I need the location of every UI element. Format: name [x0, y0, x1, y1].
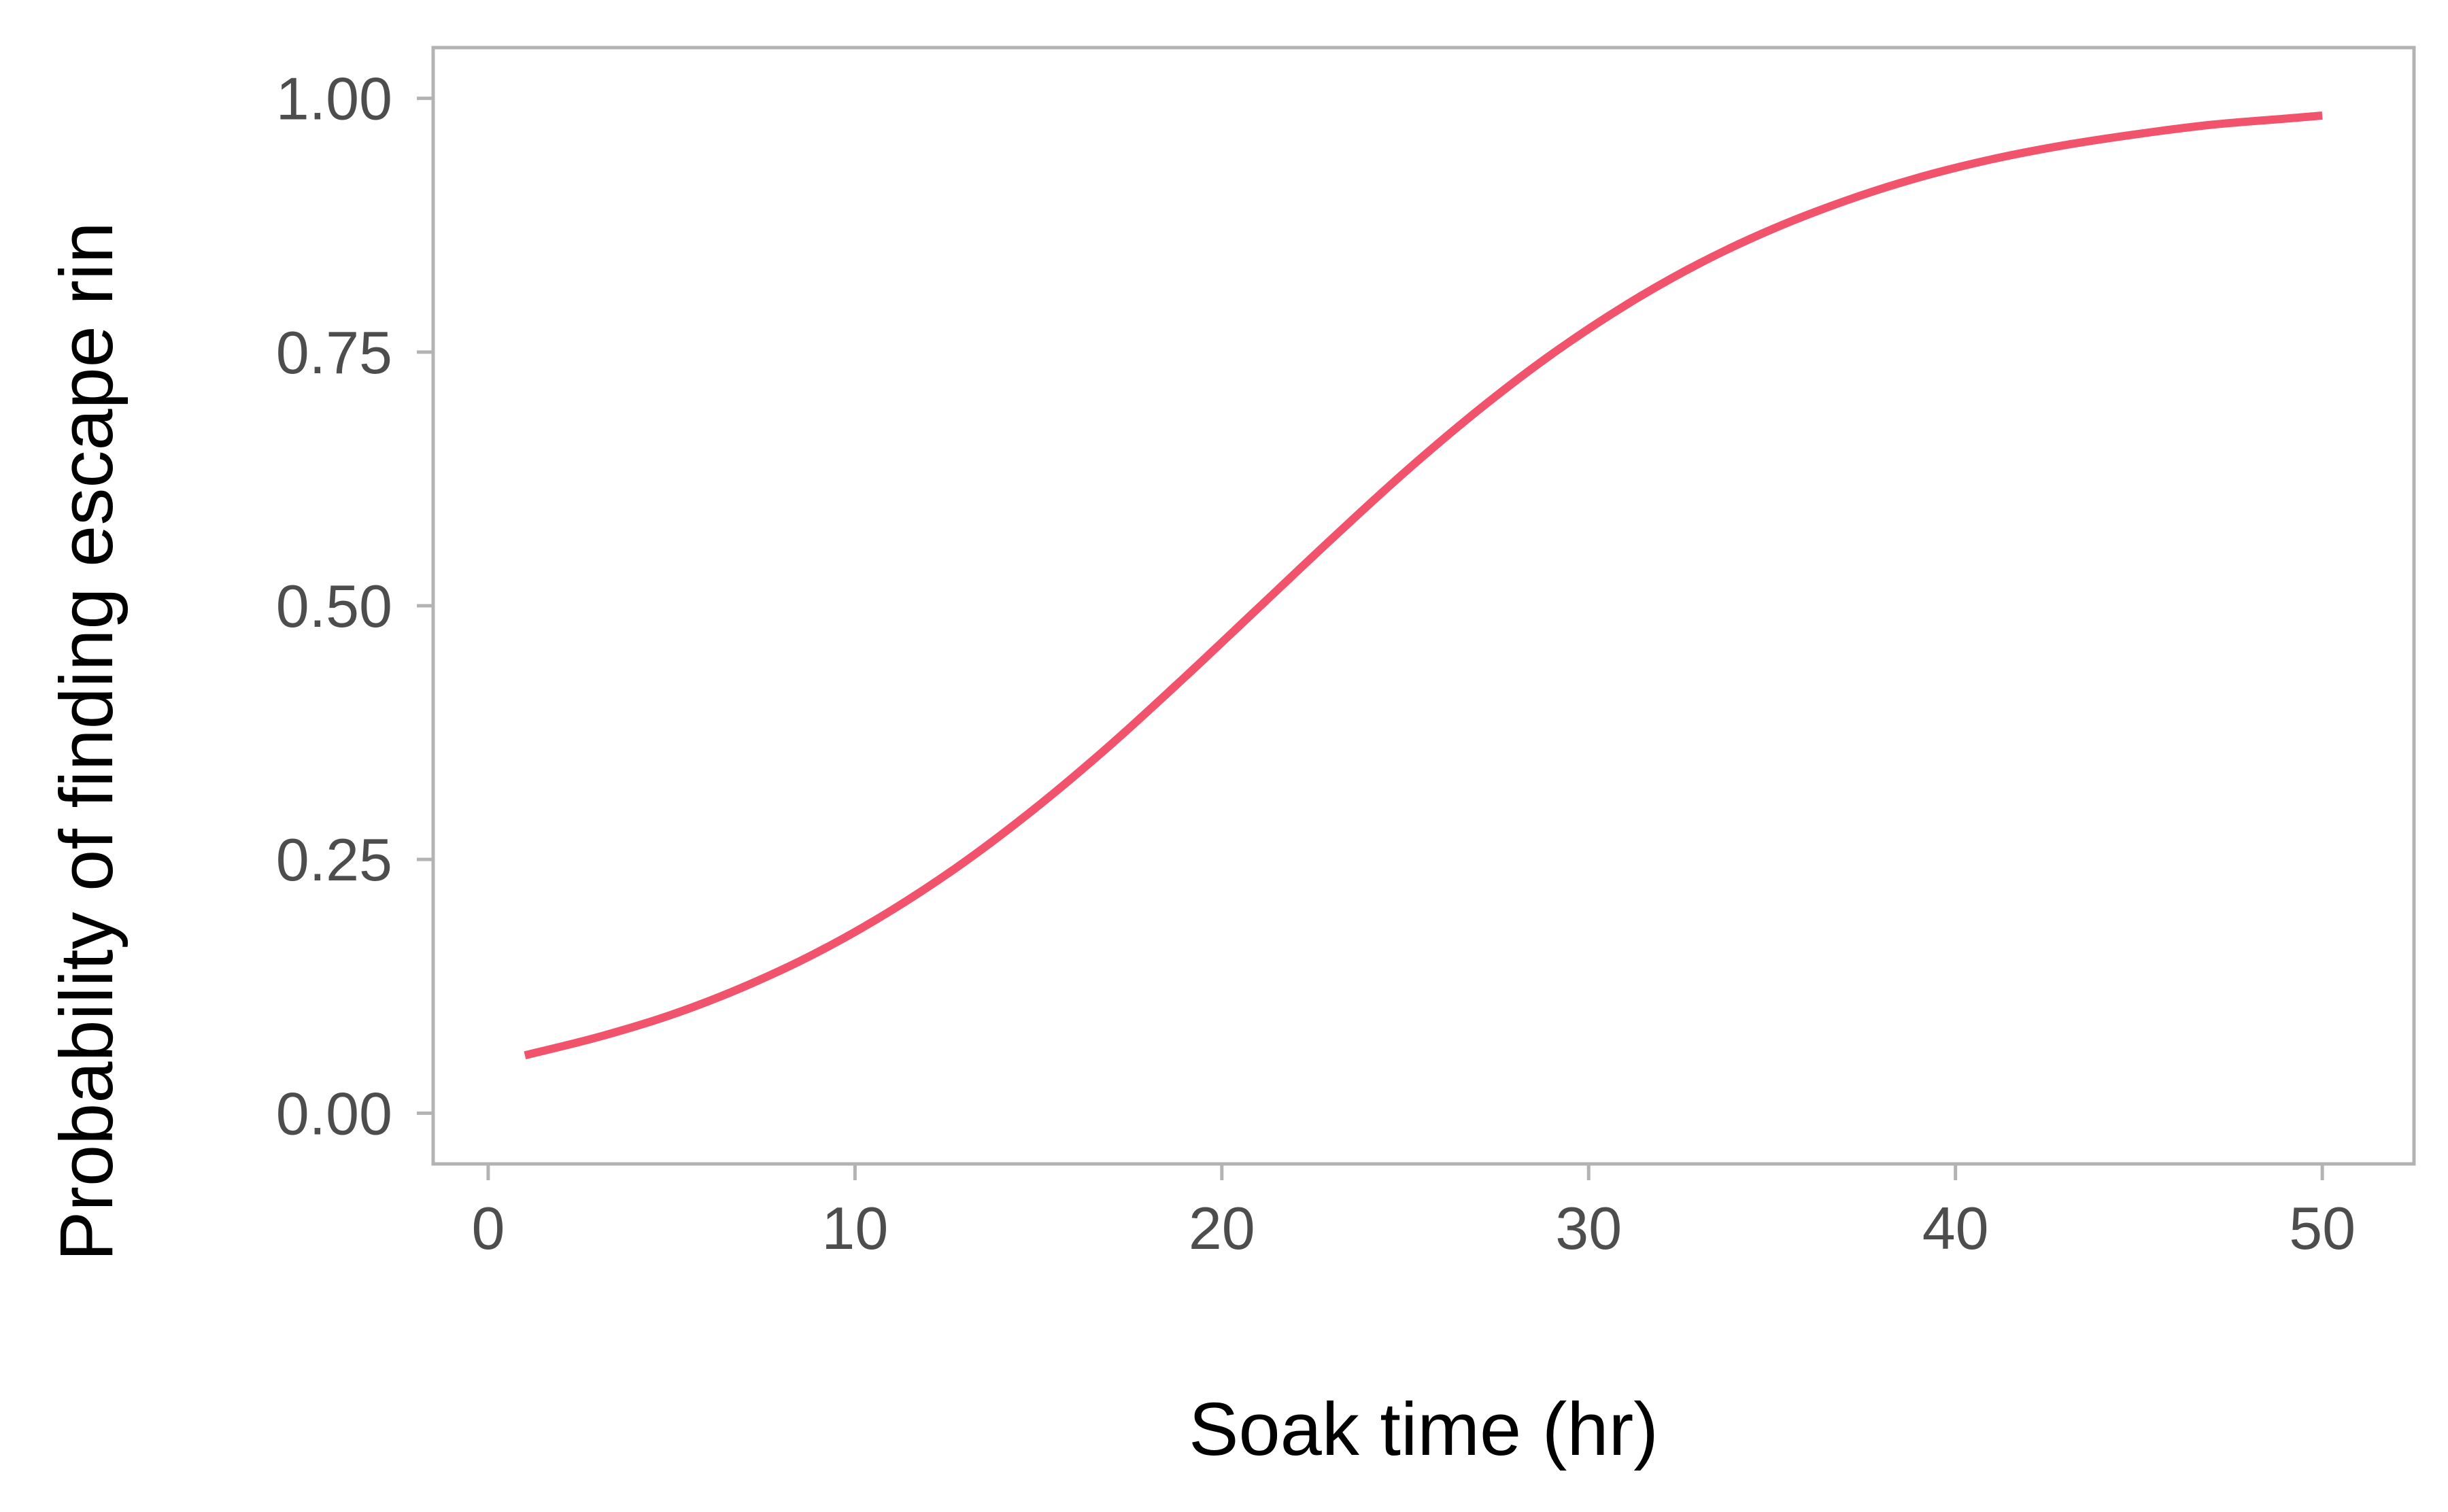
y-axis: 0.00 0.25 0.50 0.75 1.00	[276, 65, 433, 1147]
y-tick-label: 0.25	[276, 826, 392, 893]
y-axis-title: Probability of finding escape rin	[45, 222, 129, 1261]
x-axis: 0 10 20 30 40 50	[471, 1164, 2356, 1262]
x-tick-label: 40	[1922, 1195, 1989, 1262]
series-line	[524, 111, 2323, 1060]
y-tick-label: 1.00	[276, 65, 392, 133]
x-tick-label: 30	[1555, 1195, 1622, 1262]
x-axis-title: Soak time (hr)	[1189, 1388, 1659, 1471]
x-tick-label: 20	[1189, 1195, 1255, 1262]
y-tick-label: 0.75	[276, 319, 392, 386]
x-tick-label: 10	[821, 1195, 888, 1262]
x-tick-label: 50	[2289, 1195, 2356, 1262]
x-tick-label: 0	[471, 1195, 505, 1262]
y-tick-label: 0.00	[276, 1080, 392, 1147]
y-tick-label: 0.50	[276, 572, 392, 640]
